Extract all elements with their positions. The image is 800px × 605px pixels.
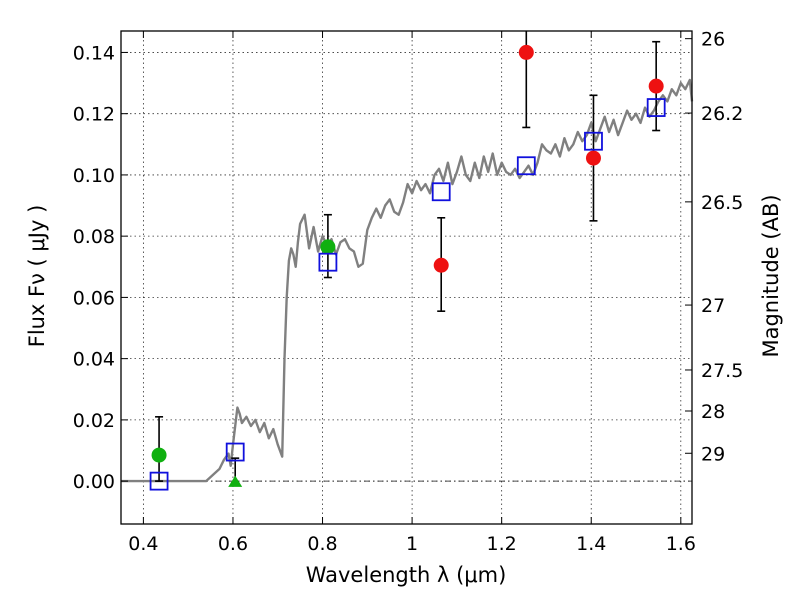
right-tick-label: 27 xyxy=(701,295,725,317)
data-point-square xyxy=(149,471,169,491)
y-axis-label: Flux Fν ( μJy ) xyxy=(25,205,49,348)
data-point-square xyxy=(516,156,536,176)
data-point-circle xyxy=(151,447,167,463)
y-tick-label: 0.14 xyxy=(73,42,115,64)
grid xyxy=(121,31,692,524)
plot-frame xyxy=(120,30,693,525)
data-point-square xyxy=(584,131,603,151)
right-tick-label: 27.5 xyxy=(701,360,743,382)
data-point-circle xyxy=(518,44,534,60)
right-tick-label: 29 xyxy=(701,443,725,465)
model-spectrum xyxy=(121,78,694,483)
data-point-triangle xyxy=(228,475,243,487)
data-point-circle xyxy=(585,150,601,166)
data-point-circle xyxy=(648,78,664,94)
right-tick-label: 28 xyxy=(701,401,725,423)
x-tick-label: 1 xyxy=(406,533,418,555)
x-tick-label: 0.8 xyxy=(307,533,337,555)
x-tick-label: 0.4 xyxy=(128,533,158,555)
axes: 0.4 0.6 0.8 1 1.2 1.4 1.6 0.00 0.02 0.04 0.06 0.08 0… xyxy=(73,29,744,555)
data-points xyxy=(149,31,666,491)
y-tick-label: 0.06 xyxy=(73,287,115,309)
right-tick-label: 26.2 xyxy=(701,103,743,125)
data-point-circle xyxy=(433,257,449,273)
x-tick-label: 0.6 xyxy=(218,533,248,555)
data-point-circle xyxy=(320,239,336,255)
x-axis-label: Wavelength λ (μm) xyxy=(306,563,507,587)
y-tick-label: 0.02 xyxy=(73,410,115,432)
model-spectrum-line xyxy=(121,78,694,483)
y-tick-label: 0.12 xyxy=(73,104,115,126)
data-point-square xyxy=(225,442,245,462)
right-tick-label: 26 xyxy=(701,29,725,51)
y-tick-label: 0.10 xyxy=(73,165,115,187)
x-tick-label: 1.2 xyxy=(487,533,517,555)
data-point-square xyxy=(646,98,666,117)
y-tick-label: 0.04 xyxy=(73,349,115,371)
x-tick-label: 1.6 xyxy=(666,533,696,555)
y-tick-label: 0.00 xyxy=(73,471,115,493)
data-point-square xyxy=(431,182,451,202)
data-point-square xyxy=(318,252,338,272)
right-tick-label: 26.5 xyxy=(701,192,743,214)
y-tick-label: 0.08 xyxy=(73,226,115,248)
x-tick-label: 1.4 xyxy=(576,533,606,555)
right-axis-label: Magnitude (AB) xyxy=(759,194,783,357)
